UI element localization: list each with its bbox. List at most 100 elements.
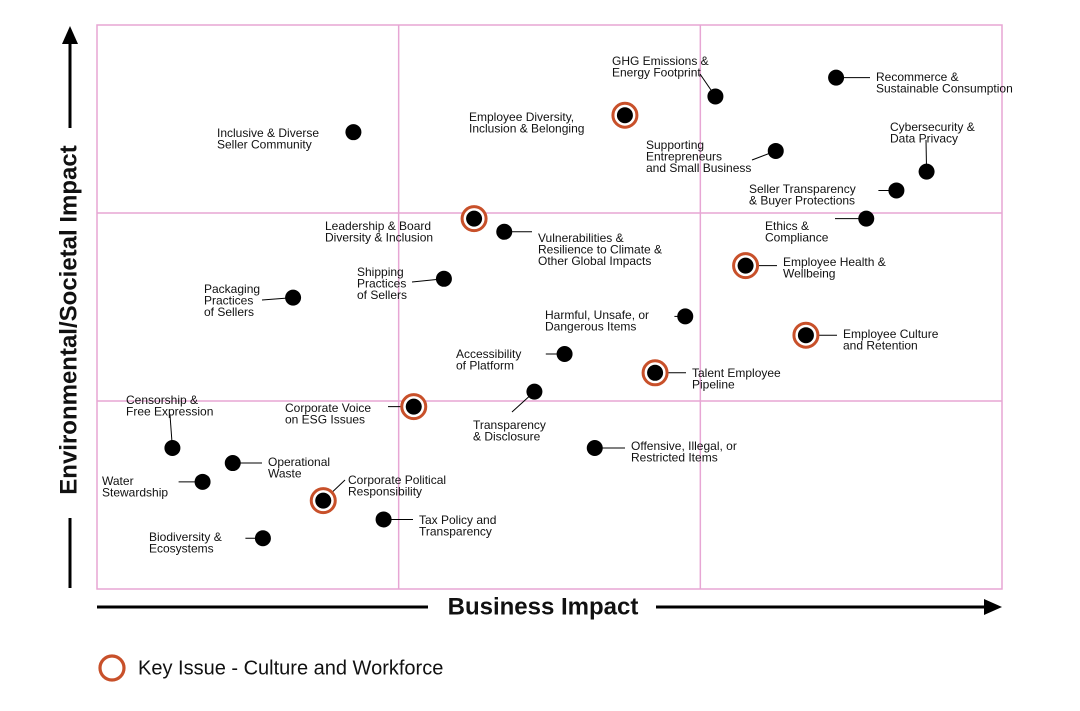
point-label-line: Compliance (765, 231, 829, 245)
data-point (556, 346, 573, 362)
point-label-line: Employee Health & (783, 255, 886, 269)
point-label-line: Pipeline (692, 378, 735, 392)
y-axis-arrowhead (62, 26, 78, 44)
point-label-line: Restricted Items (631, 451, 718, 465)
point-label-line: Corporate Political (348, 473, 446, 487)
point-label-line: Practices (204, 294, 253, 308)
data-point (888, 182, 905, 199)
chart-grid (96, 24, 1003, 590)
point-label: Harmful, Unsafe, or Dangerous Items (545, 308, 649, 334)
data-point (345, 124, 362, 141)
data-point (737, 257, 754, 274)
point-label-line: & Disclosure (473, 430, 541, 444)
point-label: Employee Health & Wellbeing (783, 255, 886, 281)
data-point (224, 455, 241, 472)
point-label: Censorship & Free Expression (126, 393, 213, 419)
point-label: Leadership & Board Diversity & Inclusion (325, 219, 433, 245)
point-label-line: Sustainable Consumption (876, 82, 1013, 96)
x-axis: Business Impact (97, 593, 1002, 620)
data-point (828, 69, 845, 86)
data-point (707, 88, 724, 105)
point-label: Talent Employee Pipeline (692, 366, 781, 392)
point-label-line: Inclusion & Belonging (469, 122, 584, 136)
point-label: Inclusive & Diverse Seller Community (217, 126, 319, 152)
point-label-line: Transparency (419, 525, 492, 539)
point-label-line: GHG Emissions & (612, 54, 709, 68)
point-label: Employee Culture and Retention (843, 327, 939, 353)
point-label-line: Cybersecurity & (890, 120, 975, 134)
point-label-line: Ecosystems (149, 542, 214, 556)
point-label-line: Censorship & (126, 393, 198, 407)
point-label: Supporting Entrepreneurs and Small Busines… (646, 138, 751, 175)
point-label-line: Vulnerabilities & (538, 231, 624, 245)
point-label-line: Corporate Voice (285, 401, 371, 415)
data-point (254, 530, 271, 547)
point-label-line: Resilience to Climate & (538, 243, 662, 257)
data-point (496, 223, 513, 240)
point-label-line: Seller Community (217, 138, 312, 152)
data-points (164, 69, 935, 547)
point-label-line: of Platform (456, 359, 514, 373)
point-label-line: on ESG Issues (285, 413, 365, 427)
point-label: Transparency & Disclosure (473, 418, 546, 444)
point-label-line: Transparency (473, 418, 546, 432)
legend-key-ring-icon (98, 654, 126, 682)
point-label: Corporate Political Responsibility (348, 473, 446, 499)
data-point (797, 327, 814, 344)
data-point (586, 440, 603, 456)
point-label-line: Recommerce & (876, 70, 959, 84)
point-label-line: Stewardship (102, 486, 168, 500)
point-label-line: of Sellers (204, 305, 254, 319)
point-label-line: Data Privacy (890, 132, 958, 146)
point-label-line: & Buyer Protections (749, 194, 855, 208)
point-label-line: Harmful, Unsafe, or (545, 308, 649, 322)
data-point (435, 270, 452, 287)
point-label: Recommerce & Sustainable Consumption (876, 70, 1013, 96)
point-label-line: of Sellers (357, 288, 407, 302)
point-label-line: Diversity & Inclusion (325, 231, 433, 245)
point-label: Biodiversity & Ecosystems (149, 530, 222, 556)
point-label: Offensive, Illegal, or Restricted Items (631, 439, 737, 465)
data-point (767, 142, 784, 159)
point-label: Corporate Voice on ESG Issues (285, 401, 371, 427)
point-labels: GHG Emissions & Energy Footprint Recommerc… (102, 54, 1013, 556)
point-label: Employee Diversity, Inclusion & Belonging (469, 110, 584, 136)
data-point (647, 364, 664, 381)
data-point (918, 163, 935, 180)
x-axis-arrowhead (984, 599, 1002, 615)
data-point (405, 398, 422, 415)
point-label-line: Water (102, 474, 134, 488)
point-label: Tax Policy and Transparency (419, 513, 496, 539)
legend: Key Issue - Culture and Workforce (98, 654, 443, 682)
point-label: Seller Transparency & Buyer Protections (749, 182, 856, 208)
point-label-line: Operational (268, 455, 330, 469)
point-label-line: Biodiversity & (149, 530, 222, 544)
point-label-line: Dangerous Items (545, 320, 636, 334)
point-label-line: Energy Footprint (612, 66, 701, 80)
data-point (616, 107, 633, 124)
y-axis: Environmental/Societal Impact (55, 26, 82, 588)
point-label-line: Accessibility (456, 347, 521, 361)
point-label-line: Seller Transparency (749, 182, 856, 196)
data-point (315, 492, 332, 509)
point-label-line: Packaging (204, 282, 260, 296)
point-label: Shipping Practices of Sellers (357, 265, 407, 302)
data-point (526, 383, 543, 400)
data-point (466, 210, 483, 227)
point-label-line: Supporting (646, 138, 704, 152)
point-label-line: Practices (357, 277, 406, 291)
point-label: Vulnerabilities & Resilience to Climate &… (538, 231, 662, 268)
point-label: Cybersecurity & Data Privacy (890, 120, 975, 146)
data-point (858, 210, 875, 227)
point-label-line: Entrepreneurs (646, 150, 722, 164)
data-point (375, 511, 392, 528)
legend-key-label: Key Issue - Culture and Workforce (138, 657, 443, 679)
point-label: Operational Waste (268, 455, 330, 481)
point-label-line: Employee Culture (843, 327, 939, 341)
point-label: Packaging Practices of Sellers (204, 282, 260, 319)
point-label-line: Tax Policy and (419, 513, 496, 527)
data-point (194, 473, 211, 490)
data-point (677, 308, 694, 325)
point-label-line: Ethics & (765, 219, 809, 233)
